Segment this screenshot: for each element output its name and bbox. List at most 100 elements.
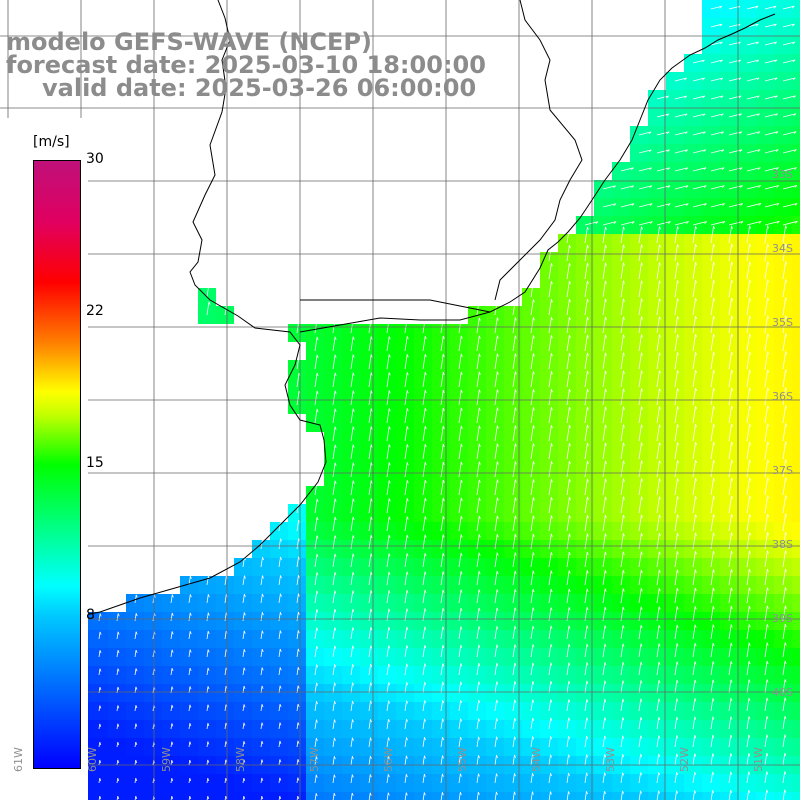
wind-arrow [692, 388, 696, 406]
wind-arrow [602, 754, 606, 766]
wind-arrow-head [667, 149, 670, 153]
wind-arrow-head [532, 335, 535, 339]
wind-arrow [710, 5, 722, 10]
wind-cell [792, 414, 800, 432]
wind-arrow [782, 261, 787, 280]
wind-arrow-head [117, 705, 120, 709]
wind-arrow [782, 95, 796, 100]
wind-arrow [530, 644, 534, 658]
wind-arrow [368, 480, 372, 496]
wind-arrow [584, 625, 588, 640]
wind-arrow [530, 371, 534, 388]
wind-arrow-head [766, 642, 769, 646]
wind-arrow [422, 408, 426, 424]
wind-arrow [332, 627, 336, 640]
wind-arrow-head [773, 5, 777, 9]
wind-arrow [602, 298, 606, 316]
wind-arrow-head [244, 575, 246, 579]
wind-arrow [566, 625, 570, 640]
wind-arrow-head [568, 717, 571, 721]
wind-arrow-head [514, 552, 517, 556]
wind-arrow [728, 642, 732, 658]
wind-arrow [440, 553, 444, 568]
wind-cell [720, 792, 738, 800]
wind-arrow-head [568, 588, 571, 592]
wind-arrow [566, 371, 570, 388]
wind-arrow [440, 390, 444, 406]
wind-cell [756, 792, 774, 800]
wind-arrow [512, 662, 516, 676]
wind-arrow [764, 405, 769, 424]
wind-arrow [530, 425, 534, 442]
wind-arrow-head [370, 608, 373, 612]
wind-arrow-head [785, 297, 788, 301]
wind-arrow-head [568, 772, 570, 776]
wind-arrow [584, 316, 588, 334]
wind-arrow [440, 737, 443, 748]
wind-arrow [350, 553, 354, 568]
wind-arrow-head [569, 334, 571, 339]
wind-arrow-head [749, 297, 752, 301]
wind-arrow-head [550, 754, 552, 758]
wind-arrow-head [189, 778, 192, 782]
wind-arrow [350, 408, 354, 424]
wind-arrow-head [280, 538, 282, 542]
wind-arrow [422, 318, 426, 334]
wind-arrow [332, 553, 336, 568]
wind-arrow [440, 462, 444, 478]
wind-arrow [422, 626, 426, 640]
wind-arrow [764, 423, 769, 442]
wind-cell [792, 360, 800, 378]
wind-arrow [476, 317, 480, 334]
wind-cell [792, 594, 800, 612]
wind-arrow-head [748, 661, 751, 665]
wind-arrow-head [623, 424, 625, 428]
wind-arrow-head [370, 480, 373, 484]
wind-arrow-head [460, 663, 463, 667]
wind-arrow [206, 631, 209, 640]
wind-arrow-head [406, 516, 409, 520]
wind-arrow [584, 280, 588, 298]
wind-arrow [746, 624, 750, 640]
wind-arrow-head [99, 705, 102, 709]
wind-arrow [620, 352, 624, 370]
wind-arrow-head [605, 388, 607, 392]
wind-arrow [476, 589, 480, 604]
wind-arrow-head [677, 226, 679, 230]
wind-arrow-head [703, 149, 707, 153]
latitude-label: 34S [772, 242, 793, 255]
wind-arrow-head [604, 772, 606, 776]
wind-arrow-head [694, 735, 697, 739]
wind-arrow [314, 354, 318, 370]
wind-arrow-head [334, 318, 337, 322]
wind-arrow-head [604, 606, 607, 611]
wind-arrow-head [135, 723, 138, 727]
wind-arrow [206, 704, 209, 712]
wind-arrow-head [730, 624, 733, 628]
wind-arrow [584, 406, 588, 424]
wind-arrow-head [406, 590, 409, 594]
wind-arrow-head [388, 426, 391, 430]
wind-arrow [404, 755, 407, 766]
wind-cell [792, 342, 800, 360]
wind-arrow [98, 723, 101, 730]
wind-arrow-head [334, 480, 337, 484]
wind-arrow-head [334, 390, 337, 394]
wind-arrow [782, 477, 787, 496]
wind-arrow-head [569, 424, 571, 429]
wind-arrow-head [478, 497, 481, 501]
wind-arrow-head [749, 261, 752, 265]
wind-arrow-head [649, 203, 653, 206]
wind-cell [486, 792, 504, 800]
wind-arrow-head [755, 23, 759, 27]
wind-arrow [674, 496, 678, 514]
wind-arrow [692, 131, 706, 136]
wind-cell [792, 162, 800, 180]
wind-arrow [710, 551, 714, 568]
wind-arrow-head [478, 552, 481, 556]
wind-arrow [404, 498, 408, 514]
wind-arrow [206, 667, 209, 676]
wind-arrow-head [641, 460, 643, 464]
wind-arrow-head [478, 607, 481, 611]
wind-arrow [314, 719, 317, 730]
